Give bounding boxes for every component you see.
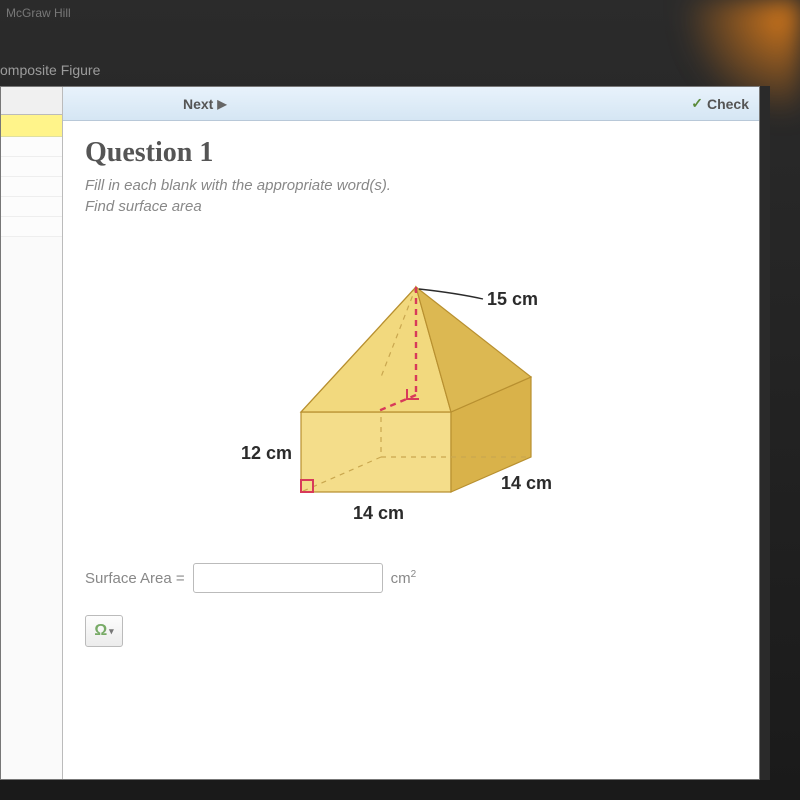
label-base-front: 14 cm <box>353 503 404 523</box>
check-label: Check <box>707 96 749 112</box>
check-button[interactable]: ✓ Check <box>691 95 749 112</box>
symbol-tool-button[interactable]: Ω ▾ <box>85 615 123 647</box>
monitor-bezel <box>760 86 770 780</box>
sidebar-item[interactable] <box>1 157 62 177</box>
answer-label: Surface Area = <box>85 570 185 587</box>
sidebar-header <box>1 87 62 115</box>
sidebar-item[interactable] <box>1 197 62 217</box>
sidebar-item[interactable] <box>1 217 62 237</box>
sidebar-item-q1[interactable] <box>1 115 62 137</box>
next-label: Next <box>183 96 213 112</box>
answer-row: Surface Area = cm2 <box>85 563 737 593</box>
question-prompt: Find surface area <box>85 198 737 215</box>
next-button[interactable]: Next ▶ <box>183 96 227 112</box>
app-frame: Next ▶ ✓ Check Question 1 Fill in each b… <box>0 86 760 780</box>
check-icon: ✓ <box>691 95 703 112</box>
label-base-side: 14 cm <box>501 473 552 493</box>
main-panel: Next ▶ ✓ Check Question 1 Fill in each b… <box>63 87 759 779</box>
next-arrow-icon: ▶ <box>217 97 226 111</box>
browser-tab-title: McGraw Hill <box>6 6 71 20</box>
question-content: Question 1 Fill in each blank with the a… <box>63 121 759 779</box>
answer-unit: cm2 <box>391 569 417 587</box>
label-height: 12 cm <box>241 443 292 463</box>
surface-area-input[interactable] <box>193 563 383 593</box>
question-list-sidebar <box>1 87 63 779</box>
omega-icon: Ω <box>94 622 107 640</box>
composite-solid-svg: 15 cm 12 cm 14 cm 14 cm <box>221 237 601 527</box>
sidebar-item[interactable] <box>1 137 62 157</box>
label-slant: 15 cm <box>487 289 538 309</box>
figure: 15 cm 12 cm 14 cm 14 cm <box>85 237 737 527</box>
chevron-down-icon: ▾ <box>109 626 114 637</box>
sidebar-item[interactable] <box>1 177 62 197</box>
page-breadcrumb: omposite Figure <box>0 62 100 78</box>
nav-bar: Next ▶ ✓ Check <box>63 87 759 121</box>
question-instruction: Fill in each blank with the appropriate … <box>85 177 737 194</box>
question-heading: Question 1 <box>85 137 737 169</box>
